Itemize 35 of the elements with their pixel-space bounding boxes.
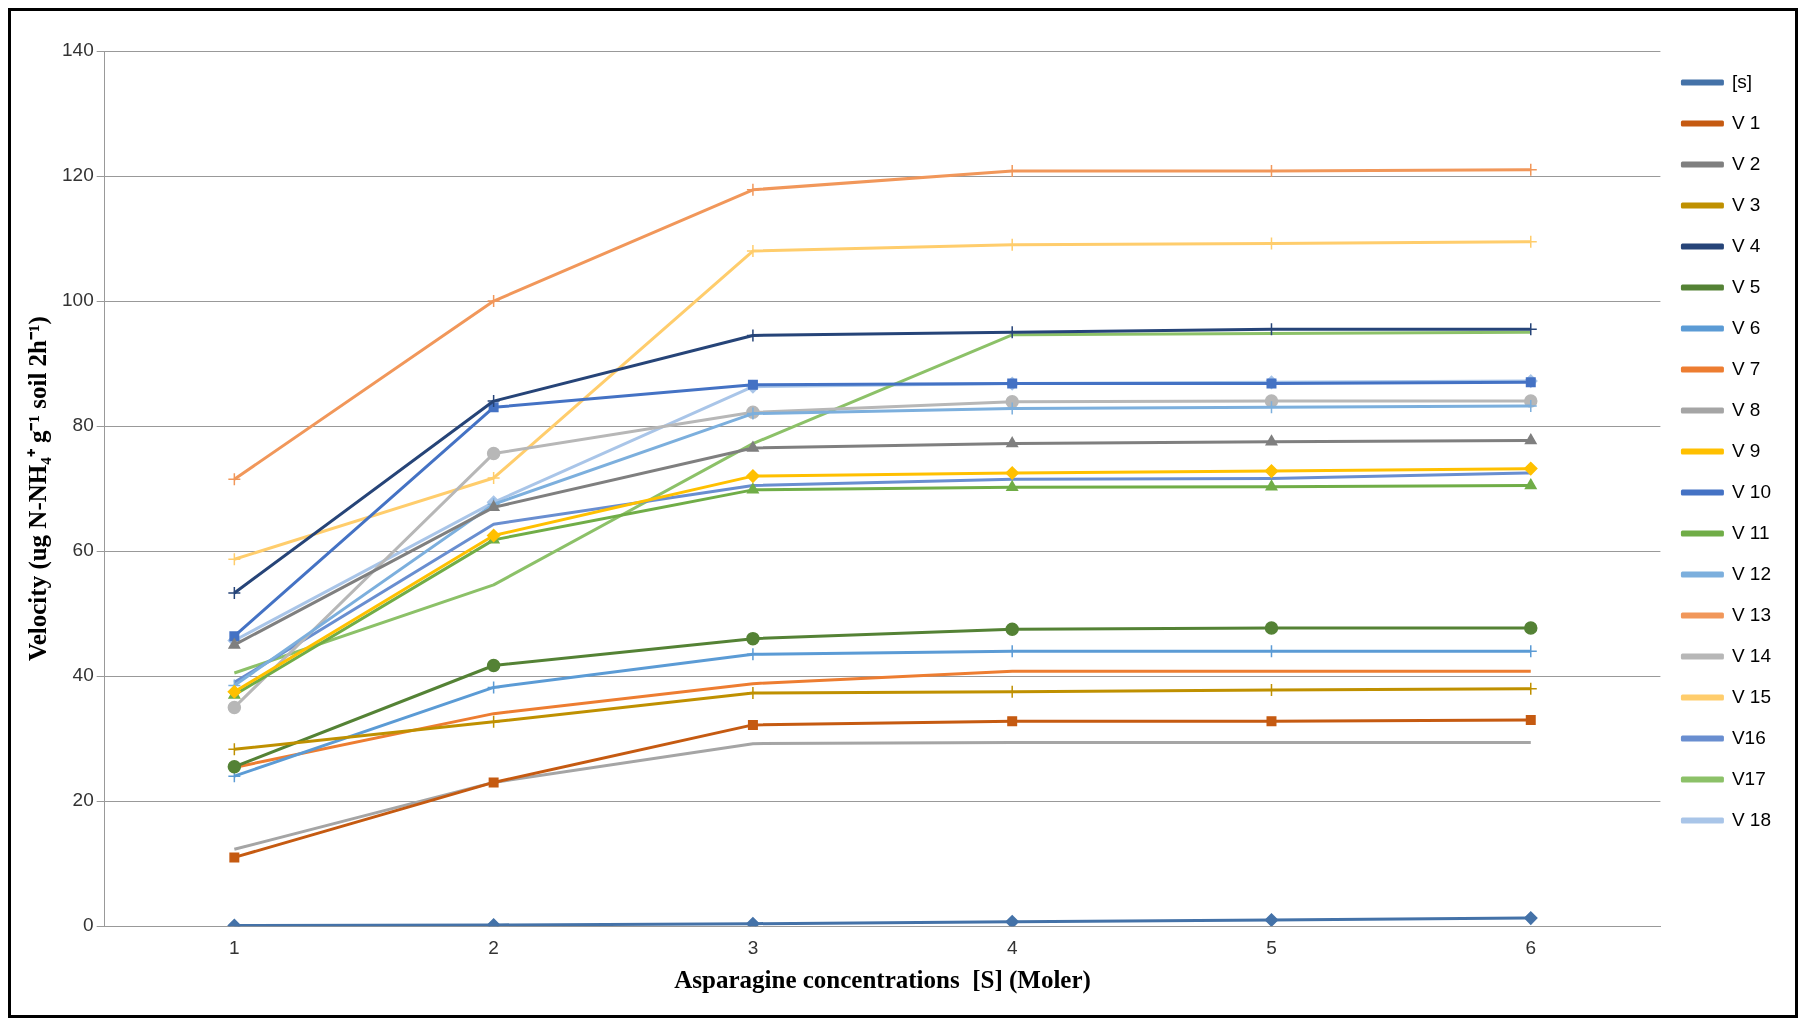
legend-label: V 15 <box>1731 685 1772 707</box>
legend-label: V 12 <box>1731 562 1772 584</box>
y-tick-label: 0 <box>83 914 94 936</box>
x-tick-label: 4 <box>1006 936 1018 958</box>
legend-label: V 6 <box>1731 316 1761 338</box>
legend-label: V 7 <box>1731 357 1761 379</box>
y-tick-label: 20 <box>72 789 94 811</box>
legend-label: V 13 <box>1731 603 1772 625</box>
x-tick-label: 5 <box>1266 936 1277 958</box>
y-tick-label: 140 <box>62 39 94 61</box>
y-axis-title: Velocity (ug N-NH₄⁺ g⁻¹ soil 2h⁻¹) <box>24 316 53 662</box>
legend-label: V16 <box>1731 726 1766 748</box>
legend-label: V 1 <box>1731 111 1761 133</box>
legend-label: V 18 <box>1731 808 1772 830</box>
legend-label: V 10 <box>1731 480 1772 502</box>
x-tick-label: 2 <box>488 936 499 958</box>
y-tick-label: 60 <box>72 539 94 561</box>
y-tick-label: 80 <box>72 414 94 436</box>
y-tick-label: 100 <box>62 289 94 311</box>
legend-label: V 5 <box>1731 275 1761 297</box>
x-tick-label: 6 <box>1525 936 1537 958</box>
y-tick-label: 120 <box>62 164 94 186</box>
legend-label: V 2 <box>1731 152 1761 174</box>
legend-label: V 14 <box>1731 644 1772 666</box>
legend-label: V 8 <box>1731 398 1761 420</box>
y-tick-label: 40 <box>72 664 94 686</box>
legend-label: V 3 <box>1731 193 1761 215</box>
legend-label: V 4 <box>1731 234 1761 256</box>
legend-label: V17 <box>1731 767 1766 789</box>
x-tick-label: 1 <box>229 936 240 958</box>
legend-label: V 11 <box>1731 521 1770 543</box>
x-tick-label: 3 <box>747 936 759 958</box>
x-axis-title: Asparagine concentrations [S] (Moler) <box>674 966 1091 995</box>
legend-label: V 9 <box>1731 439 1761 461</box>
legend-label: [s] <box>1731 70 1752 92</box>
